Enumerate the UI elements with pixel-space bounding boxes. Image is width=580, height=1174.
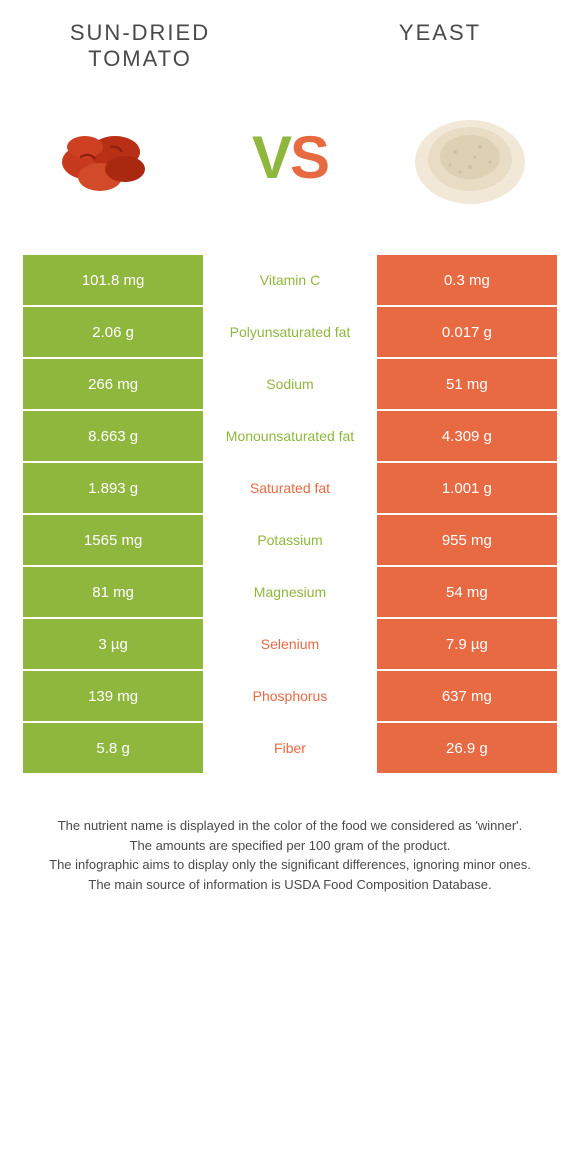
table-row: 139 mgPhosphorus637 mg: [22, 670, 558, 722]
nutrient-label: Vitamin C: [204, 254, 376, 306]
right-value: 54 mg: [376, 566, 558, 618]
footer-line: The main source of information is USDA F…: [30, 875, 550, 895]
left-value: 81 mg: [22, 566, 204, 618]
table-row: 5.8 gFiber26.9 g: [22, 722, 558, 774]
vs-label: VS: [252, 123, 328, 192]
nutrient-label: Monounsaturated fat: [204, 410, 376, 462]
footer-line: The nutrient name is displayed in the co…: [30, 816, 550, 836]
right-value: 0.017 g: [376, 306, 558, 358]
nutrient-label: Potassium: [204, 514, 376, 566]
table-row: 1.893 gSaturated fat1.001 g: [22, 462, 558, 514]
nutrient-label: Selenium: [204, 618, 376, 670]
left-value: 2.06 g: [22, 306, 204, 358]
nutrient-label: Fiber: [204, 722, 376, 774]
nutrient-label: Sodium: [204, 358, 376, 410]
left-food-image: [30, 92, 190, 222]
header: SUN-DRIED TOMATO YEAST: [0, 0, 580, 82]
nutrient-label: Saturated fat: [204, 462, 376, 514]
comparison-table: 101.8 mgVitamin C0.3 mg2.06 gPolyunsatur…: [20, 252, 560, 776]
right-value: 1.001 g: [376, 462, 558, 514]
vs-s-letter: S: [290, 124, 328, 191]
left-value: 8.663 g: [22, 410, 204, 462]
left-food-title: SUN-DRIED TOMATO: [40, 20, 240, 72]
right-food-image: [390, 92, 550, 222]
left-value: 1.893 g: [22, 462, 204, 514]
table-row: 266 mgSodium51 mg: [22, 358, 558, 410]
footer-notes: The nutrient name is displayed in the co…: [0, 776, 580, 914]
left-value: 139 mg: [22, 670, 204, 722]
table-row: 3 µgSelenium7.9 µg: [22, 618, 558, 670]
table-row: 8.663 gMonounsaturated fat4.309 g: [22, 410, 558, 462]
left-value: 5.8 g: [22, 722, 204, 774]
left-value: 266 mg: [22, 358, 204, 410]
right-value: 51 mg: [376, 358, 558, 410]
table-row: 101.8 mgVitamin C0.3 mg: [22, 254, 558, 306]
nutrient-label: Phosphorus: [204, 670, 376, 722]
right-value: 955 mg: [376, 514, 558, 566]
left-value: 3 µg: [22, 618, 204, 670]
right-value: 7.9 µg: [376, 618, 558, 670]
right-food-title: YEAST: [340, 20, 540, 72]
vs-v-letter: V: [252, 124, 290, 191]
table-row: 1565 mgPotassium955 mg: [22, 514, 558, 566]
vs-row: VS: [0, 82, 580, 252]
table-row: 81 mgMagnesium54 mg: [22, 566, 558, 618]
left-value: 101.8 mg: [22, 254, 204, 306]
left-value: 1565 mg: [22, 514, 204, 566]
right-value: 0.3 mg: [376, 254, 558, 306]
right-value: 4.309 g: [376, 410, 558, 462]
nutrient-label: Polyunsaturated fat: [204, 306, 376, 358]
right-value: 26.9 g: [376, 722, 558, 774]
nutrient-label: Magnesium: [204, 566, 376, 618]
footer-line: The infographic aims to display only the…: [30, 855, 550, 875]
table-row: 2.06 gPolyunsaturated fat0.017 g: [22, 306, 558, 358]
right-value: 637 mg: [376, 670, 558, 722]
footer-line: The amounts are specified per 100 gram o…: [30, 836, 550, 856]
